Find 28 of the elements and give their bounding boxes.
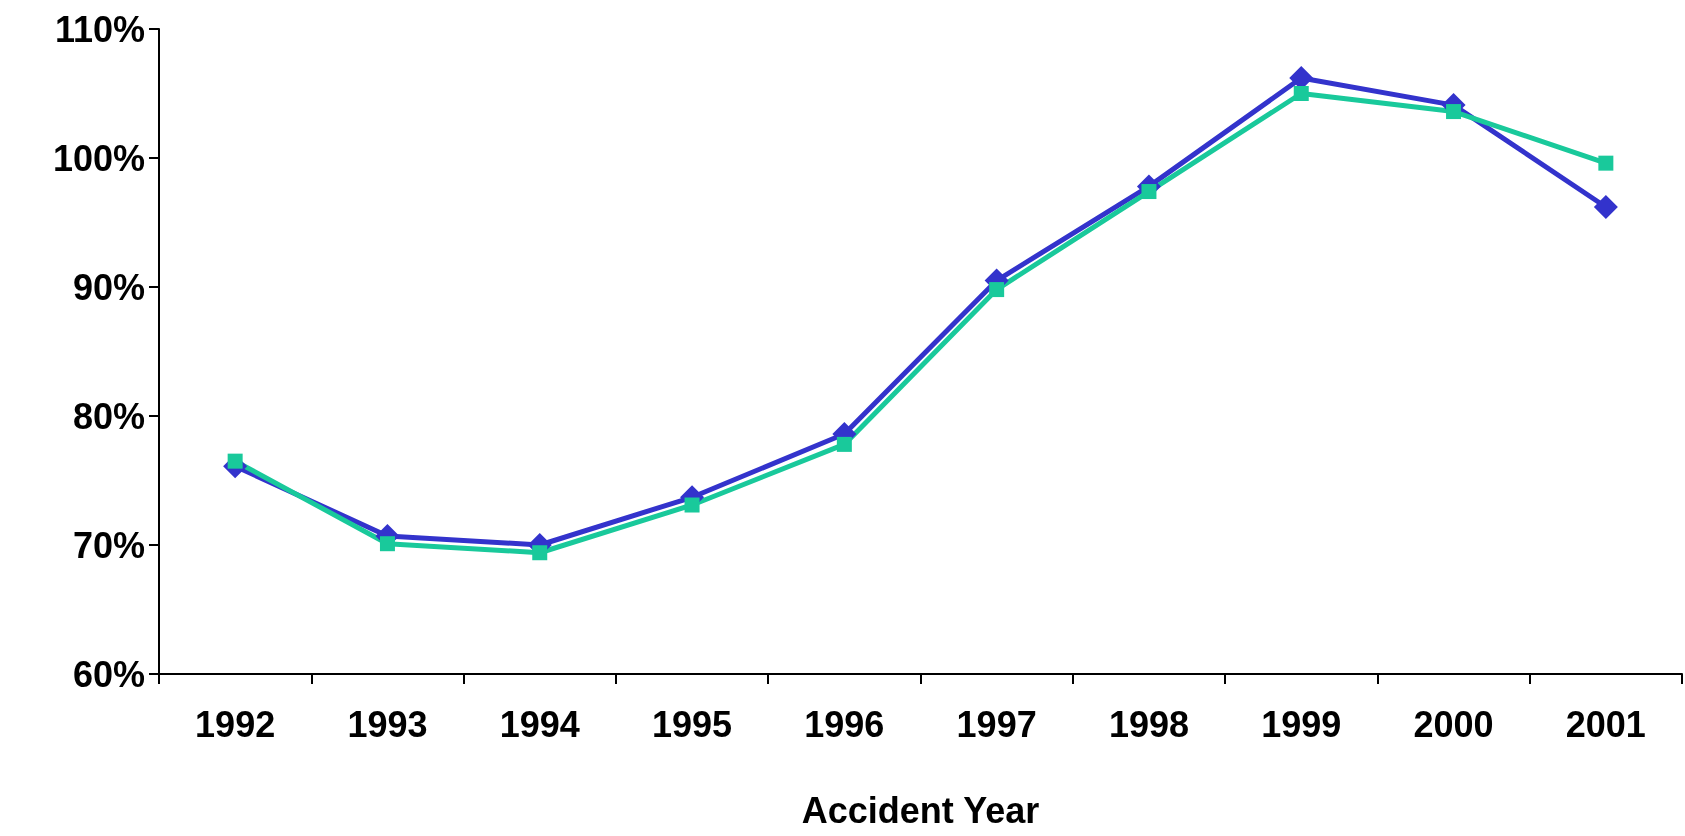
x-tick-label: 1999 <box>1261 703 1342 745</box>
x-axis-title: Accident Year <box>801 789 1040 831</box>
point <box>1141 184 1157 200</box>
point <box>1598 155 1614 171</box>
y-tick-label: 60% <box>72 653 145 695</box>
x-tick-label: 1998 <box>1108 703 1189 745</box>
point <box>684 497 700 513</box>
x-tick-label: 1995 <box>652 703 733 745</box>
point <box>227 453 243 469</box>
point <box>1446 104 1462 120</box>
x-tick-label: 1992 <box>195 703 276 745</box>
x-tick-label: 1993 <box>347 703 428 745</box>
point <box>532 545 548 561</box>
y-tick-label: 110% <box>54 8 145 50</box>
x-tick-label: 1994 <box>499 703 580 745</box>
x-tick-label: 1997 <box>956 703 1037 745</box>
y-tick-label: 100% <box>52 137 145 179</box>
x-tick-label: 1996 <box>804 703 885 745</box>
y-tick-label: 90% <box>72 266 145 308</box>
point <box>989 282 1005 298</box>
point <box>379 536 395 552</box>
x-tick-label: 2001 <box>1565 703 1646 745</box>
y-tick-label: 70% <box>72 524 145 566</box>
y-tick-label: 80% <box>72 395 145 437</box>
point <box>1593 195 1618 220</box>
point <box>836 436 852 452</box>
point <box>1293 86 1309 101</box>
x-tick-label: 2000 <box>1413 703 1494 745</box>
